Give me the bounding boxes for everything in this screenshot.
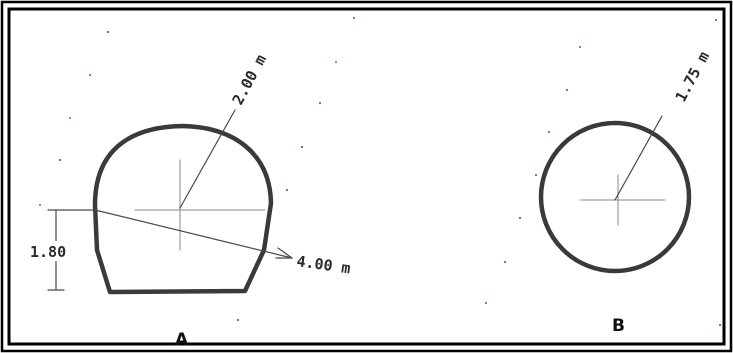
section-a-outline (92, 123, 274, 295)
section-a-width-label: 4.00 m (295, 252, 351, 277)
section-b-radius-label: 1.75 m (672, 49, 713, 105)
section-a-radius-line (179, 109, 236, 209)
section-a-radius-label: 2.00 m (229, 52, 270, 108)
section-a: 2.00 m 4.00 m 1.80 A (26, 52, 352, 350)
section-a-width-line (94, 209, 293, 259)
section-b-radius-line (614, 115, 663, 201)
section-a-height-label: 1.80 (30, 243, 66, 261)
section-b-outline (538, 120, 692, 274)
section-b-figure-label: B (612, 316, 625, 336)
inner-frame (7, 7, 726, 346)
scan-noise (29, 17, 721, 326)
section-a-height-label-bg (26, 241, 82, 261)
section-a-width-arrow (275, 247, 293, 259)
section-a-figure-label: A (175, 330, 189, 350)
section-b: 1.75 m B (538, 49, 713, 336)
